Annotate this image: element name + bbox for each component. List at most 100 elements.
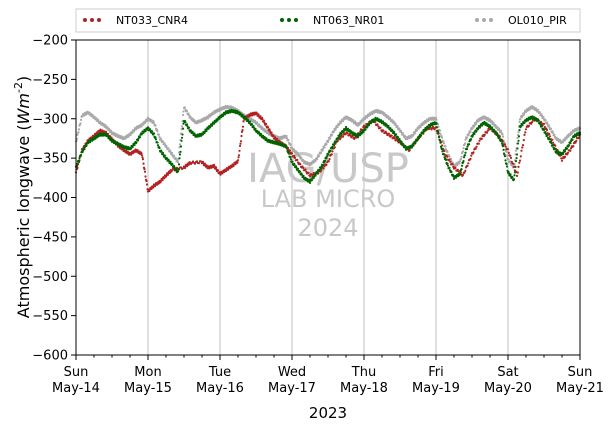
data-point	[438, 129, 442, 132]
data-point	[177, 163, 181, 166]
data-point	[316, 171, 319, 174]
x-tick-label-date: May-19	[412, 381, 460, 396]
data-point	[289, 155, 292, 159]
data-point	[565, 137, 568, 140]
data-point	[257, 113, 260, 116]
plot-area	[76, 40, 580, 355]
data-point	[302, 166, 305, 170]
data-point	[408, 149, 411, 152]
data-point	[503, 155, 507, 158]
data-point	[237, 156, 240, 159]
data-point	[241, 125, 245, 128]
data-point	[187, 112, 190, 115]
data-point	[435, 118, 438, 121]
data-point	[509, 154, 512, 157]
data-point	[140, 152, 143, 155]
data-point	[321, 164, 325, 167]
data-point	[540, 113, 543, 116]
data-point	[259, 132, 263, 136]
data-point	[206, 117, 210, 120]
x-tick-label-date: May-16	[196, 381, 244, 396]
data-point	[435, 126, 439, 129]
data-point	[394, 133, 398, 136]
y-tick-label: −250	[32, 73, 68, 88]
data-point	[262, 119, 266, 122]
data-point	[333, 146, 336, 149]
data-point	[400, 140, 403, 143]
data-point	[478, 126, 482, 129]
data-point	[170, 169, 174, 172]
data-point	[136, 139, 140, 142]
data-point	[442, 140, 445, 143]
data-point	[553, 148, 557, 151]
data-point	[172, 154, 176, 157]
data-point	[460, 164, 464, 167]
data-point	[104, 130, 108, 133]
data-point	[530, 122, 533, 125]
data-point	[176, 159, 179, 162]
data-point	[148, 189, 151, 193]
y-tick-label: −300	[32, 112, 68, 127]
data-point	[443, 149, 446, 152]
data-point	[158, 136, 161, 139]
data-point	[138, 136, 142, 139]
data-point	[518, 129, 521, 132]
data-point	[390, 118, 394, 121]
data-point	[567, 144, 571, 147]
data-point	[402, 143, 405, 146]
data-point	[390, 134, 393, 137]
data-point	[513, 174, 516, 177]
data-point	[214, 166, 218, 169]
data-point	[540, 125, 544, 128]
data-point	[187, 114, 191, 117]
data-point	[516, 147, 519, 150]
data-point	[181, 133, 184, 136]
data-point	[207, 127, 210, 130]
data-point	[563, 155, 567, 158]
data-point	[142, 123, 145, 126]
data-point	[485, 131, 489, 134]
data-point	[288, 149, 292, 152]
data-point	[507, 158, 510, 161]
data-point	[85, 144, 88, 147]
data-point	[571, 138, 574, 141]
data-point	[549, 140, 553, 143]
data-point	[358, 134, 362, 137]
data-point	[438, 139, 442, 142]
data-point	[463, 154, 467, 157]
data-point	[330, 147, 334, 150]
data-point	[193, 162, 197, 165]
data-point	[521, 124, 524, 127]
data-point	[183, 106, 187, 109]
data-point	[371, 112, 374, 115]
data-point	[456, 163, 459, 166]
data-point	[465, 136, 469, 139]
data-point	[517, 131, 520, 134]
data-point	[191, 117, 194, 120]
data-point	[90, 139, 94, 142]
data-point	[460, 168, 463, 171]
data-point	[129, 153, 133, 156]
data-point	[160, 150, 163, 153]
data-point	[289, 143, 292, 146]
data-point	[210, 124, 214, 127]
data-point	[77, 128, 81, 131]
legend-marker-2b	[482, 18, 486, 22]
data-point	[296, 152, 300, 155]
data-point	[494, 123, 497, 127]
data-point	[463, 142, 467, 145]
data-point	[515, 153, 519, 156]
data-point	[163, 154, 167, 157]
data-point	[240, 134, 243, 138]
data-point	[187, 163, 191, 166]
data-point	[185, 123, 189, 126]
data-point	[461, 150, 465, 153]
data-point	[522, 113, 526, 116]
y-tick-label: −550	[32, 309, 68, 324]
data-point	[108, 135, 111, 139]
data-point	[312, 175, 316, 178]
data-point	[338, 135, 341, 138]
data-point	[268, 128, 271, 131]
data-point	[185, 165, 189, 168]
data-point	[257, 123, 261, 126]
